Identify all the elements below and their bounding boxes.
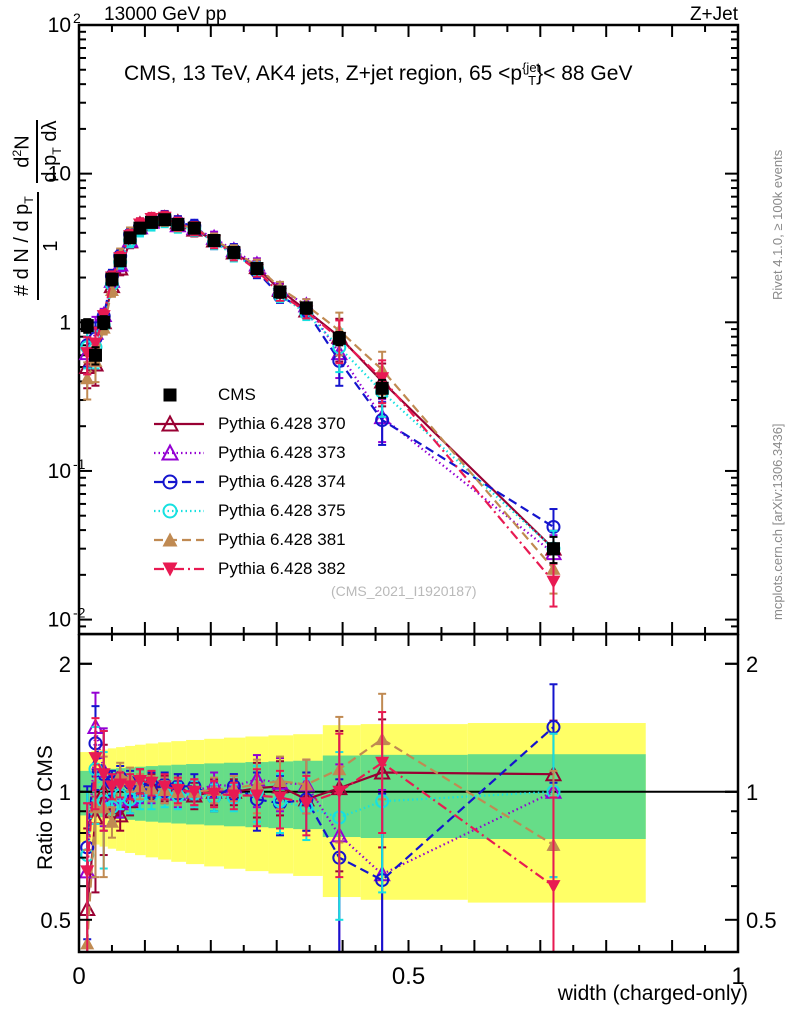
legend-key-icon [154, 532, 204, 546]
legend-key-icon [154, 413, 204, 431]
svg-text:1: 1 [746, 780, 758, 805]
svg-text:10: 10 [48, 460, 71, 483]
legend-key-icon [154, 474, 204, 489]
legend-item-pythia-6.428-373: Pythia 6.428 373 [152, 438, 346, 467]
svg-text:0.5: 0.5 [746, 908, 777, 933]
plot-title-sup: {jet [522, 60, 541, 75]
svg-text:-1: -1 [73, 456, 86, 472]
legend-item-pythia-6.428-370: Pythia 6.428 370 [152, 409, 346, 438]
svg-text:10: 10 [48, 163, 71, 186]
svg-text:0: 0 [72, 963, 85, 990]
legend-key-icon [154, 503, 204, 518]
legend-item-pythia-6.428-374: Pythia 6.428 374 [152, 467, 346, 496]
series-cms [80, 213, 560, 565]
legend-label: Pythia 6.428 370 [218, 413, 346, 433]
svg-text:-2: -2 [73, 605, 86, 621]
legend-label: Pythia 6.428 373 [218, 442, 346, 462]
svg-text:10: 10 [48, 14, 71, 37]
svg-text:1: 1 [731, 963, 744, 990]
plot-title-sub: T [528, 73, 537, 89]
svg-text:0.5: 0.5 [40, 908, 71, 933]
x-axis-label: width (charged-only) [557, 982, 748, 1005]
ratio-series-pythia-6.428-382 [80, 711, 561, 953]
legend-item-cms: CMS [152, 380, 346, 409]
watermark: (CMS_2021_I1920187) [331, 583, 477, 599]
legend-item-pythia-6.428-375: Pythia 6.428 375 [152, 496, 346, 525]
legend-key-icon [163, 388, 177, 401]
svg-text:1: 1 [59, 311, 71, 334]
header-right: Z+Jet [689, 4, 738, 25]
legend-label: Pythia 6.428 375 [218, 500, 346, 520]
legend-key-icon [154, 442, 204, 460]
legend-label: Pythia 6.428 374 [218, 471, 346, 491]
legend-item-pythia-6.428-381: Pythia 6.428 381 [152, 525, 346, 554]
plot-title: CMS, 13 TeV, AK4 jets, Z+jet region, 65 … [124, 60, 632, 88]
legend-label: Pythia 6.428 381 [218, 529, 346, 549]
svg-text:2: 2 [59, 652, 71, 677]
svg-text:2: 2 [73, 10, 81, 26]
svg-text:1: 1 [59, 780, 71, 805]
legend-item-pythia-6.428-382: Pythia 6.428 382 [152, 554, 346, 583]
ratio-plot: 2 2 1 1 0.5 0.5 0 0.5 1 [40, 634, 777, 990]
legend: CMS Pythia 6.428 370 Pythia 6.428 373 Pythi… [152, 380, 346, 583]
plot-title-tail: }< 88 GeV [536, 62, 633, 85]
ratio-y-axis-label: Ratio to CMS [34, 745, 57, 870]
header-left: 13000 GeV pp [104, 4, 227, 25]
legend-key-icon [154, 562, 204, 576]
legend-label: Pythia 6.428 382 [218, 558, 346, 578]
svg-text:0.5: 0.5 [392, 963, 425, 990]
plot-title-text: CMS, 13 TeV, AK4 jets, Z+jet region, 65 … [124, 62, 523, 85]
svg-text:2: 2 [746, 652, 758, 677]
svg-text:10: 10 [48, 609, 71, 632]
legend-label: CMS [218, 384, 256, 404]
